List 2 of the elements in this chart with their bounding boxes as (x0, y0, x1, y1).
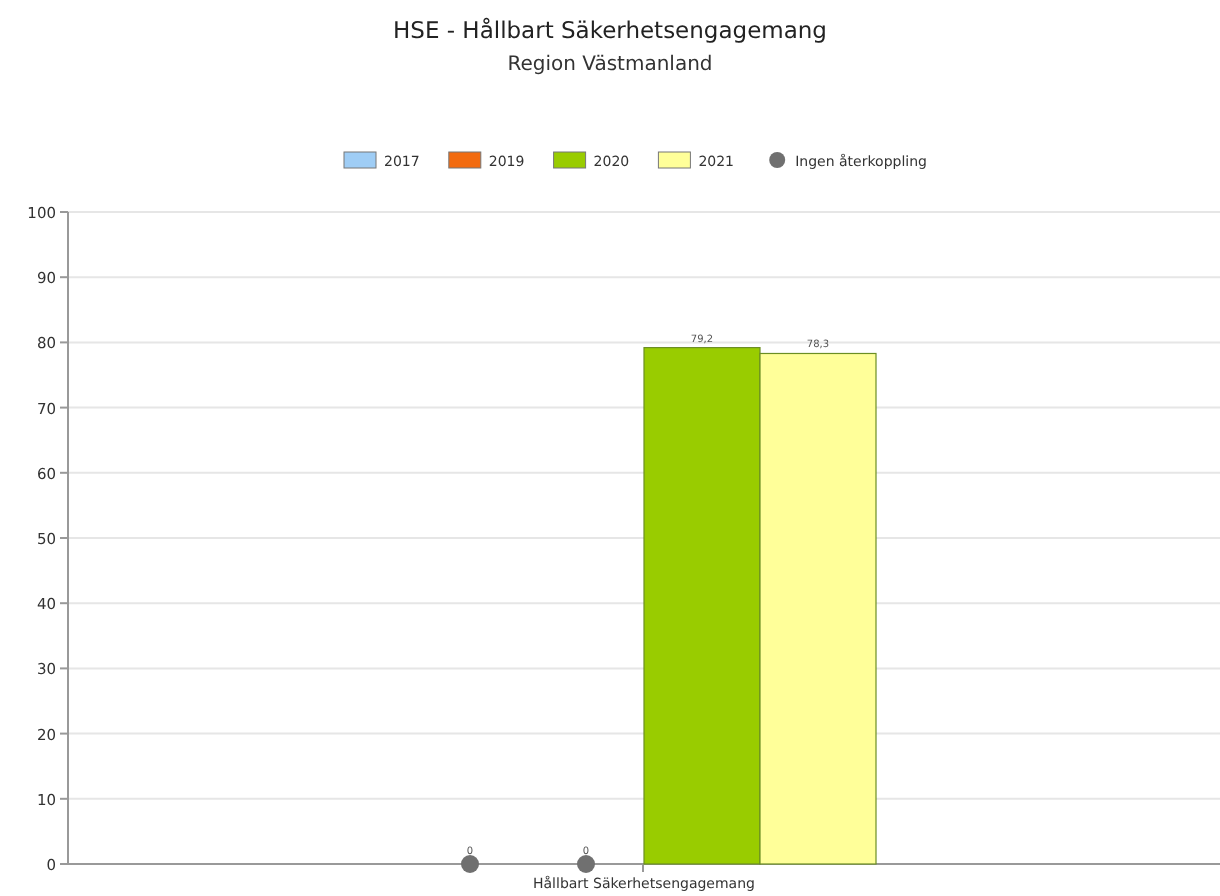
chart-title: HSE - Hållbart Säkerhetsengagemang (393, 16, 827, 44)
chart-subtitle: Region Västmanland (507, 54, 713, 76)
